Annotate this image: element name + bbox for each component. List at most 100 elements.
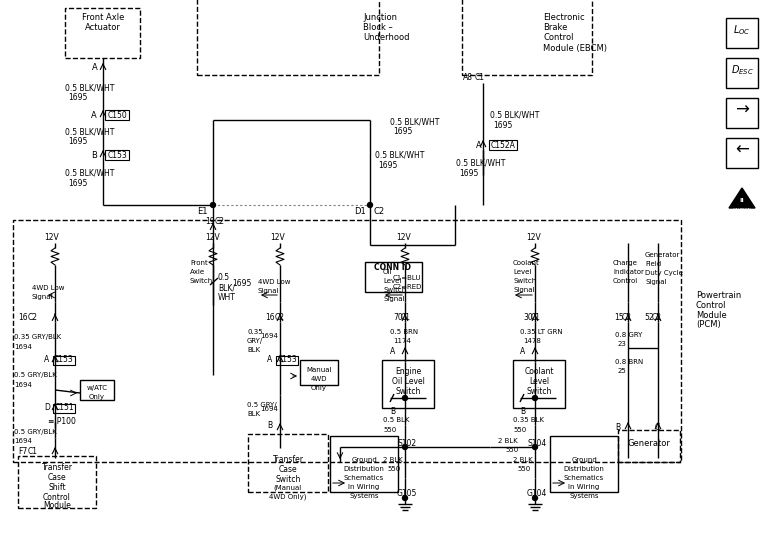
Bar [462, 0, 592, 75]
Text: 0.35: 0.35 [247, 329, 263, 335]
Text: 4WD Only): 4WD Only) [270, 494, 306, 500]
Bar [513, 360, 565, 408]
Text: Switch: Switch [526, 387, 551, 397]
Text: 52: 52 [644, 313, 654, 321]
Text: 550: 550 [383, 427, 396, 433]
Text: 23: 23 [618, 341, 627, 347]
Text: 1694: 1694 [14, 344, 32, 350]
Bar [550, 436, 618, 492]
Text: 1478: 1478 [523, 338, 541, 344]
Text: 12V: 12V [44, 233, 58, 241]
Text: WHT: WHT [218, 294, 236, 302]
Text: Case: Case [279, 465, 297, 474]
Bar [726, 58, 758, 88]
Text: Control: Control [43, 492, 71, 502]
Text: 2 BLK: 2 BLK [383, 457, 402, 463]
Text: 70: 70 [393, 313, 402, 321]
Text: 25: 25 [618, 368, 627, 374]
Bar [53, 355, 75, 365]
Text: Block –: Block – [363, 23, 392, 32]
Text: BLK: BLK [247, 347, 260, 353]
Text: Only: Only [311, 385, 327, 391]
Text: C151: C151 [55, 404, 74, 412]
Text: A8: A8 [463, 74, 473, 82]
Bar [105, 150, 129, 160]
Text: Switch: Switch [396, 387, 421, 397]
Text: Case: Case [48, 473, 66, 483]
Text: 550: 550 [517, 466, 530, 472]
Bar [276, 355, 298, 365]
Circle shape [532, 395, 538, 400]
Text: Junction: Junction [363, 14, 397, 23]
Circle shape [532, 445, 538, 450]
Text: 1694: 1694 [14, 438, 32, 444]
Text: 30: 30 [523, 313, 533, 321]
Text: 0.5 BLK/WHT: 0.5 BLK/WHT [390, 117, 439, 127]
Text: Generator: Generator [645, 252, 680, 258]
Circle shape [210, 202, 216, 208]
Text: 0.5 BLK/WHT: 0.5 BLK/WHT [65, 128, 114, 136]
Circle shape [402, 496, 408, 500]
Text: Charge: Charge [613, 260, 638, 266]
Text: 0.5 BLK/WHT: 0.5 BLK/WHT [375, 150, 425, 160]
Text: 12V: 12V [396, 233, 411, 241]
Text: E1: E1 [197, 208, 208, 216]
Bar [365, 262, 422, 292]
Bar [65, 8, 140, 58]
Text: C2: C2 [275, 313, 285, 321]
Text: 4WD Low: 4WD Low [32, 285, 65, 291]
Text: Coolant: Coolant [525, 367, 554, 377]
Text: Only: Only [89, 394, 105, 400]
Text: ←: ← [735, 141, 749, 159]
Text: Switch: Switch [383, 287, 406, 293]
Text: 1695: 1695 [493, 121, 512, 129]
Text: 12V: 12V [205, 233, 220, 241]
Text: S104: S104 [528, 439, 548, 447]
Text: A: A [91, 110, 97, 120]
Text: S102: S102 [398, 439, 417, 447]
Text: C153: C153 [277, 355, 297, 365]
Text: A: A [44, 355, 49, 365]
Text: Control: Control [543, 34, 574, 43]
Text: B: B [267, 420, 272, 430]
Text: →: → [735, 101, 749, 119]
Text: BLK: BLK [247, 411, 260, 417]
Text: Module: Module [43, 502, 71, 511]
Text: CONN ID: CONN ID [375, 263, 412, 273]
Text: Field: Field [645, 261, 661, 267]
Text: 0.5 GRY/BLK: 0.5 GRY/BLK [14, 429, 57, 435]
Bar [197, 0, 379, 75]
Text: A: A [476, 141, 482, 149]
Text: 1695: 1695 [459, 168, 478, 177]
Bar [300, 360, 338, 385]
Text: Generator: Generator [627, 439, 670, 447]
Text: II: II [740, 197, 744, 202]
Text: C2: C2 [28, 313, 38, 321]
Text: A: A [520, 347, 525, 357]
Text: F7: F7 [18, 447, 27, 457]
Text: Ground: Ground [351, 457, 377, 463]
Text: Signal: Signal [32, 294, 54, 300]
Text: 1695: 1695 [378, 161, 397, 169]
Text: 0.8 BRN: 0.8 BRN [615, 359, 644, 365]
Text: Switch: Switch [275, 474, 301, 484]
Text: 1695: 1695 [393, 128, 412, 136]
Text: BLK/: BLK/ [218, 283, 235, 293]
Bar [726, 138, 758, 168]
Text: B: B [615, 423, 620, 432]
Text: GRY/: GRY/ [247, 338, 263, 344]
Text: Manual: Manual [306, 367, 332, 373]
Text: 2 BLK: 2 BLK [513, 457, 533, 463]
Text: $L_{OC}$: $L_{OC}$ [733, 23, 751, 37]
Text: 0.5: 0.5 [218, 274, 230, 282]
Text: 1695: 1695 [232, 279, 251, 287]
Text: Switch: Switch [513, 278, 536, 284]
Text: Front Axle: Front Axle [82, 14, 124, 23]
Text: Signal: Signal [645, 279, 667, 285]
Text: Oil: Oil [383, 269, 392, 275]
Text: Oil Level: Oil Level [392, 378, 425, 386]
Text: Underhood: Underhood [363, 34, 409, 43]
Text: Front: Front [190, 260, 208, 266]
Text: C153: C153 [107, 150, 127, 160]
Text: C1: C1 [531, 313, 541, 321]
